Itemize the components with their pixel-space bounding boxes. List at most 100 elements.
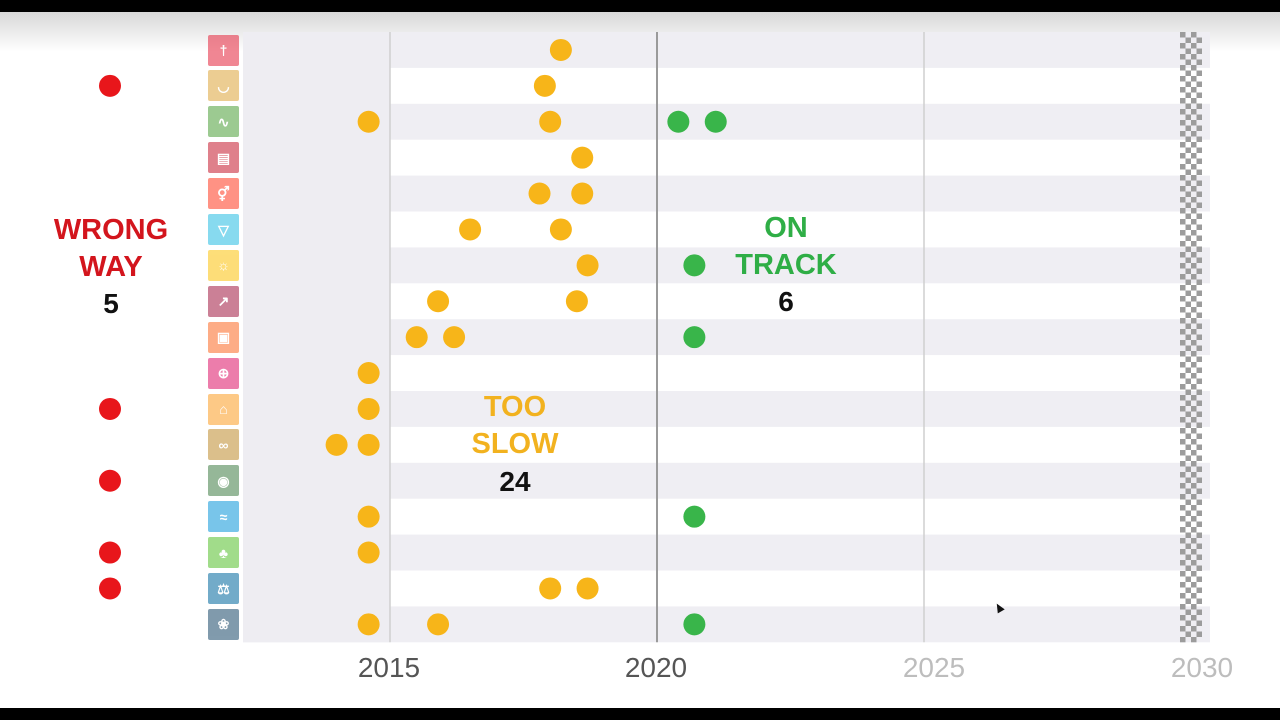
on-track-label: ON TRACK	[706, 210, 866, 284]
finish-checker	[1196, 103, 1202, 109]
finish-checker	[1185, 180, 1191, 186]
finish-checker	[1185, 565, 1191, 571]
finish-checker	[1191, 417, 1197, 423]
finish-checker	[1185, 367, 1191, 373]
finish-checker	[1185, 609, 1191, 615]
too-slow-point	[549, 38, 572, 61]
finish-checker	[1196, 631, 1202, 637]
finish-checker	[1191, 505, 1197, 511]
x-tick-2020: 2020	[624, 652, 688, 683]
row-band	[243, 32, 1210, 68]
finish-checker	[1180, 65, 1186, 71]
too-slow-point	[405, 326, 428, 349]
finish-checker	[1196, 598, 1202, 604]
finish-checker	[1185, 543, 1191, 549]
finish-checker	[1185, 477, 1191, 483]
finish-checker	[1196, 587, 1202, 593]
on-track-point	[704, 110, 727, 133]
finish-checker	[1185, 587, 1191, 593]
on-track-point	[683, 326, 706, 349]
finish-checker	[1196, 147, 1202, 153]
too-slow-point	[427, 613, 450, 636]
finish-checker	[1180, 197, 1186, 203]
too-slow-point	[539, 110, 562, 133]
finish-checker	[1196, 125, 1202, 131]
finish-checker	[1196, 235, 1202, 241]
finish-checker	[1196, 499, 1202, 505]
finish-checker	[1185, 48, 1191, 54]
finish-checker	[1191, 329, 1197, 335]
finish-checker	[1191, 230, 1197, 236]
finish-checker	[1185, 389, 1191, 395]
row-band	[243, 175, 1210, 212]
too-slow-point	[357, 433, 380, 456]
finish-checker	[1185, 323, 1191, 329]
finish-checker	[1196, 191, 1202, 197]
too-slow-point	[357, 505, 380, 528]
finish-checker	[1180, 263, 1186, 269]
finish-checker	[1180, 472, 1186, 478]
finish-checker	[1185, 290, 1191, 296]
finish-checker	[1191, 153, 1197, 159]
wrong-way-dot	[99, 541, 121, 564]
finish-checker	[1191, 340, 1197, 346]
too-slow-point	[325, 433, 348, 456]
finish-checker	[1191, 296, 1197, 302]
wrong-way-label-line1: WRONG	[53, 214, 169, 246]
finish-checker	[1196, 312, 1202, 318]
finish-checker	[1180, 109, 1186, 115]
finish-checker	[1196, 169, 1202, 175]
finish-checker	[1196, 213, 1202, 219]
decent-work-icon: ↗	[208, 285, 239, 317]
finish-checker	[1185, 191, 1191, 197]
finish-checker	[1180, 87, 1186, 93]
wrong-way-dot	[99, 74, 121, 97]
finish-checker	[1185, 37, 1191, 43]
finish-checker	[1191, 395, 1197, 401]
too-slow-label-line2: SLOW	[471, 428, 559, 460]
finish-checker	[1196, 246, 1202, 252]
too-slow-point	[443, 326, 466, 349]
too-slow-point	[539, 577, 562, 600]
finish-checker	[1191, 593, 1197, 599]
too-slow-point	[459, 218, 482, 241]
finish-checker	[1191, 65, 1197, 71]
finish-checker	[1180, 538, 1186, 544]
no-poverty-icon: †	[208, 34, 239, 66]
finish-checker	[1185, 356, 1191, 362]
too-slow-point	[576, 577, 599, 600]
finish-checker	[1196, 81, 1202, 87]
on-track-label-line2: TRACK	[735, 249, 837, 281]
finish-checker	[1196, 323, 1202, 329]
wrong-way-label: WRONG WAY	[30, 212, 192, 286]
finish-checker	[1180, 406, 1186, 412]
finish-checker	[1180, 505, 1186, 511]
finish-checker	[1180, 373, 1186, 379]
finish-checker	[1191, 626, 1197, 632]
finish-checker	[1191, 439, 1197, 445]
finish-checker	[1180, 98, 1186, 104]
wrong-way-count: 5	[103, 288, 119, 319]
finish-checker	[1196, 400, 1202, 406]
letterbox-top	[0, 0, 1280, 12]
finish-checker	[1191, 318, 1197, 324]
finish-checker	[1185, 92, 1191, 98]
finish-checker	[1180, 461, 1186, 467]
finish-checker	[1180, 362, 1186, 368]
finish-checker	[1180, 208, 1186, 214]
finish-checker	[1191, 131, 1197, 137]
sustainable-cities-icon: ⌂	[208, 393, 239, 425]
zero-hunger-icon: ◡	[208, 70, 239, 102]
finish-checker	[1185, 433, 1191, 439]
finish-checker	[1185, 554, 1191, 560]
finish-checker	[1196, 224, 1202, 230]
finish-checker	[1180, 483, 1186, 489]
finish-checker	[1196, 609, 1202, 615]
finish-checker	[1191, 615, 1197, 621]
finish-checker	[1191, 351, 1197, 357]
finish-checker	[1196, 367, 1202, 373]
finish-checker	[1191, 560, 1197, 566]
too-slow-count: 24	[499, 466, 531, 497]
finish-checker	[1191, 219, 1197, 225]
finish-checker	[1185, 312, 1191, 318]
